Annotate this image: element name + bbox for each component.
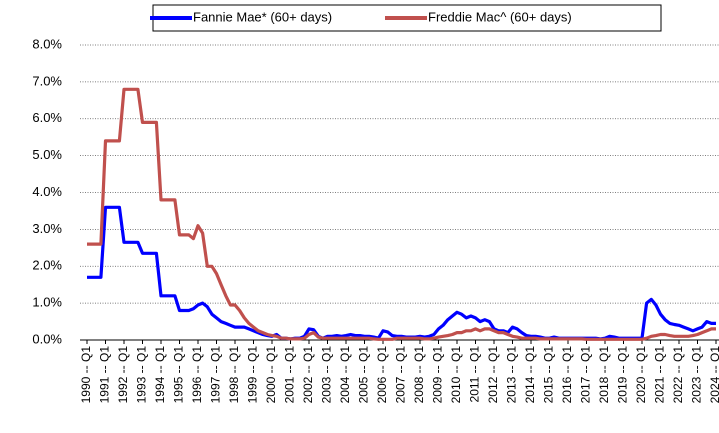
x-tick-label: 1996 -- Q1 xyxy=(190,346,204,404)
legend-label: Freddie Mac^ (60+ days) xyxy=(428,9,572,24)
y-tick-label: 6.0% xyxy=(32,110,62,125)
y-tick-label: 8.0% xyxy=(32,36,62,51)
x-tick-label: 2016 -- Q1 xyxy=(560,346,574,404)
y-tick-label: 1.0% xyxy=(32,295,62,310)
x-tick-label: 2009 -- Q1 xyxy=(431,346,445,404)
x-tick-label: 1997 -- Q1 xyxy=(209,346,223,404)
y-tick-label: 7.0% xyxy=(32,73,62,88)
y-tick-label: 0.0% xyxy=(32,331,62,346)
x-tick-label: 2010 -- Q1 xyxy=(449,346,463,404)
y-tick-label: 2.0% xyxy=(32,258,62,273)
x-tick-label: 2003 -- Q1 xyxy=(320,346,334,404)
x-tick-label: 2012 -- Q1 xyxy=(486,346,500,404)
x-tick-label: 2006 -- Q1 xyxy=(375,346,389,404)
x-tick-label: 2018 -- Q1 xyxy=(597,346,611,404)
x-tick-label: 1992 -- Q1 xyxy=(116,346,130,404)
x-tick-label: 2008 -- Q1 xyxy=(412,346,426,404)
x-tick-label: 2005 -- Q1 xyxy=(357,346,371,404)
x-tick-label: 2019 -- Q1 xyxy=(616,346,630,404)
x-tick-label: 2002 -- Q1 xyxy=(301,346,315,404)
x-tick-label: 1999 -- Q1 xyxy=(246,346,260,404)
x-tick-label: 2000 -- Q1 xyxy=(264,346,278,404)
x-tick-label: 1995 -- Q1 xyxy=(172,346,186,404)
x-tick-label: 2013 -- Q1 xyxy=(505,346,519,404)
x-tick-label: 1993 -- Q1 xyxy=(135,346,149,404)
x-tick-label: 2021 -- Q1 xyxy=(653,346,667,404)
series-line xyxy=(87,205,716,341)
x-tick-label: 2014 -- Q1 xyxy=(523,346,537,404)
x-tick-label: 2017 -- Q1 xyxy=(579,346,593,404)
x-tick-label: 2024 -- Q1 xyxy=(708,346,719,404)
x-tick-label: 2007 -- Q1 xyxy=(394,346,408,404)
x-tick-label: 1998 -- Q1 xyxy=(227,346,241,404)
x-tick-label: 2015 -- Q1 xyxy=(542,346,556,404)
x-tick-label: 2023 -- Q1 xyxy=(690,346,704,404)
x-tick-label: 2020 -- Q1 xyxy=(634,346,648,404)
y-tick-label: 3.0% xyxy=(32,221,62,236)
x-tick-label: 1990 -- Q1 xyxy=(79,346,93,404)
x-tick-label: 2001 -- Q1 xyxy=(283,346,297,404)
x-tick-label: 1991 -- Q1 xyxy=(98,346,112,404)
x-tick-label: 2022 -- Q1 xyxy=(671,346,685,404)
x-tick-label: 1994 -- Q1 xyxy=(153,346,167,404)
y-tick-label: 4.0% xyxy=(32,184,62,199)
x-tick-label: 2011 -- Q1 xyxy=(468,346,482,403)
x-tick-label: 2004 -- Q1 xyxy=(338,346,352,404)
series-line xyxy=(87,87,716,341)
y-tick-label: 5.0% xyxy=(32,147,62,162)
legend-label: Fannie Mae* (60+ days) xyxy=(193,9,332,24)
